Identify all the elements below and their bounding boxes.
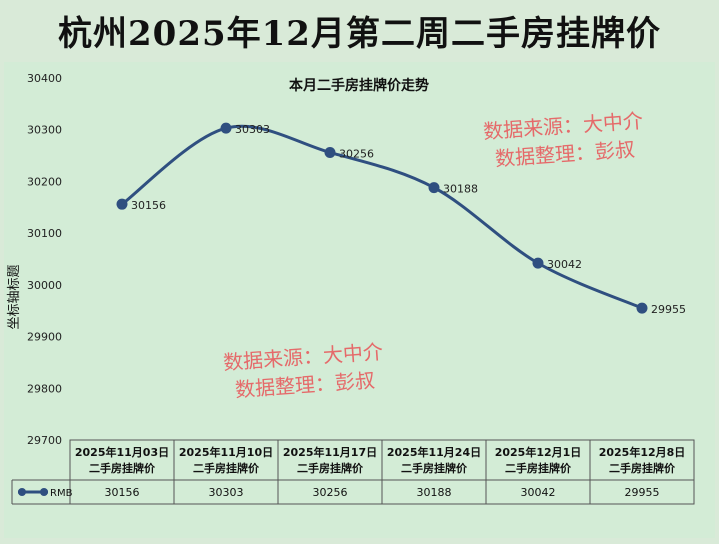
y-axis-title: 坐标轴标题 (7, 264, 22, 329)
category-label-date: 2025年11月03日 (75, 445, 169, 459)
y-tick-label: 29700 (27, 434, 62, 447)
legend-marker (40, 488, 48, 496)
data-point (636, 302, 648, 314)
table-cell-value: 30303 (209, 486, 244, 499)
category-label-date: 2025年12月8日 (599, 445, 686, 459)
data-label: 30303 (235, 123, 270, 136)
line-chart: 本月二手房挂牌价走势 坐标轴标题 29700 29800 29900 30000 301… (7, 72, 695, 505)
data-point (220, 122, 232, 134)
watermark-top: 数据来源：大中介 数据整理：彭叔 (482, 106, 646, 173)
data-label: 30156 (131, 199, 166, 212)
table-cell-value: 30156 (105, 486, 140, 499)
y-tick-label: 30200 (27, 175, 62, 188)
category-label-date: 2025年11月17日 (283, 445, 377, 459)
watermark-bottom: 数据来源：大中介 数据整理：彭叔 (222, 337, 386, 404)
data-point (116, 198, 128, 210)
data-label: 30188 (443, 183, 478, 196)
category-label-sub: 二手房挂牌价 (401, 461, 468, 475)
data-point (532, 257, 544, 269)
data-table: 2025年11月03日二手房挂牌价301562025年11月10日二手房挂牌价3… (11, 439, 695, 505)
category-label-sub: 二手房挂牌价 (193, 461, 260, 475)
y-axis-ticks: 29700 29800 29900 30000 30100 30200 30300 30400 (27, 72, 62, 447)
data-label: 30256 (339, 147, 374, 160)
y-tick-label: 29800 (27, 382, 62, 395)
y-tick-label: 30000 (27, 279, 62, 292)
y-tick-label: 30100 (27, 227, 62, 240)
category-label-date: 2025年11月10日 (179, 445, 273, 459)
data-label: 30042 (547, 258, 582, 271)
category-label-date: 2025年11月24日 (387, 445, 481, 459)
data-label: 29955 (651, 303, 686, 316)
page-title: 杭州2025年12月第二周二手房挂牌价 (58, 14, 661, 54)
chart-title: 本月二手房挂牌价走势 (289, 77, 429, 94)
legend-marker (18, 488, 26, 496)
legend-label: RMB (50, 488, 73, 499)
table-cell-value: 30256 (313, 486, 348, 499)
category-label-sub: 二手房挂牌价 (609, 461, 676, 475)
category-label-sub: 二手房挂牌价 (297, 461, 364, 475)
data-point (324, 146, 336, 158)
category-label-sub: 二手房挂牌价 (89, 461, 156, 475)
series-line-group: 30156 30303 30256 30188 30042 29955 (116, 122, 686, 316)
y-tick-label: 30300 (27, 124, 62, 137)
y-tick-label: 30400 (27, 72, 62, 85)
table-cell-value: 29955 (625, 486, 660, 499)
table-cell-value: 30042 (521, 486, 556, 499)
y-tick-label: 29900 (27, 331, 62, 344)
chart-panel: 本月二手房挂牌价走势 坐标轴标题 29700 29800 29900 30000 301… (4, 62, 715, 538)
category-label-date: 2025年12月1日 (495, 445, 582, 459)
data-point (428, 182, 440, 194)
series-line-rmb (121, 124, 643, 310)
category-label-sub: 二手房挂牌价 (505, 461, 572, 475)
table-cell-value: 30188 (417, 486, 452, 499)
